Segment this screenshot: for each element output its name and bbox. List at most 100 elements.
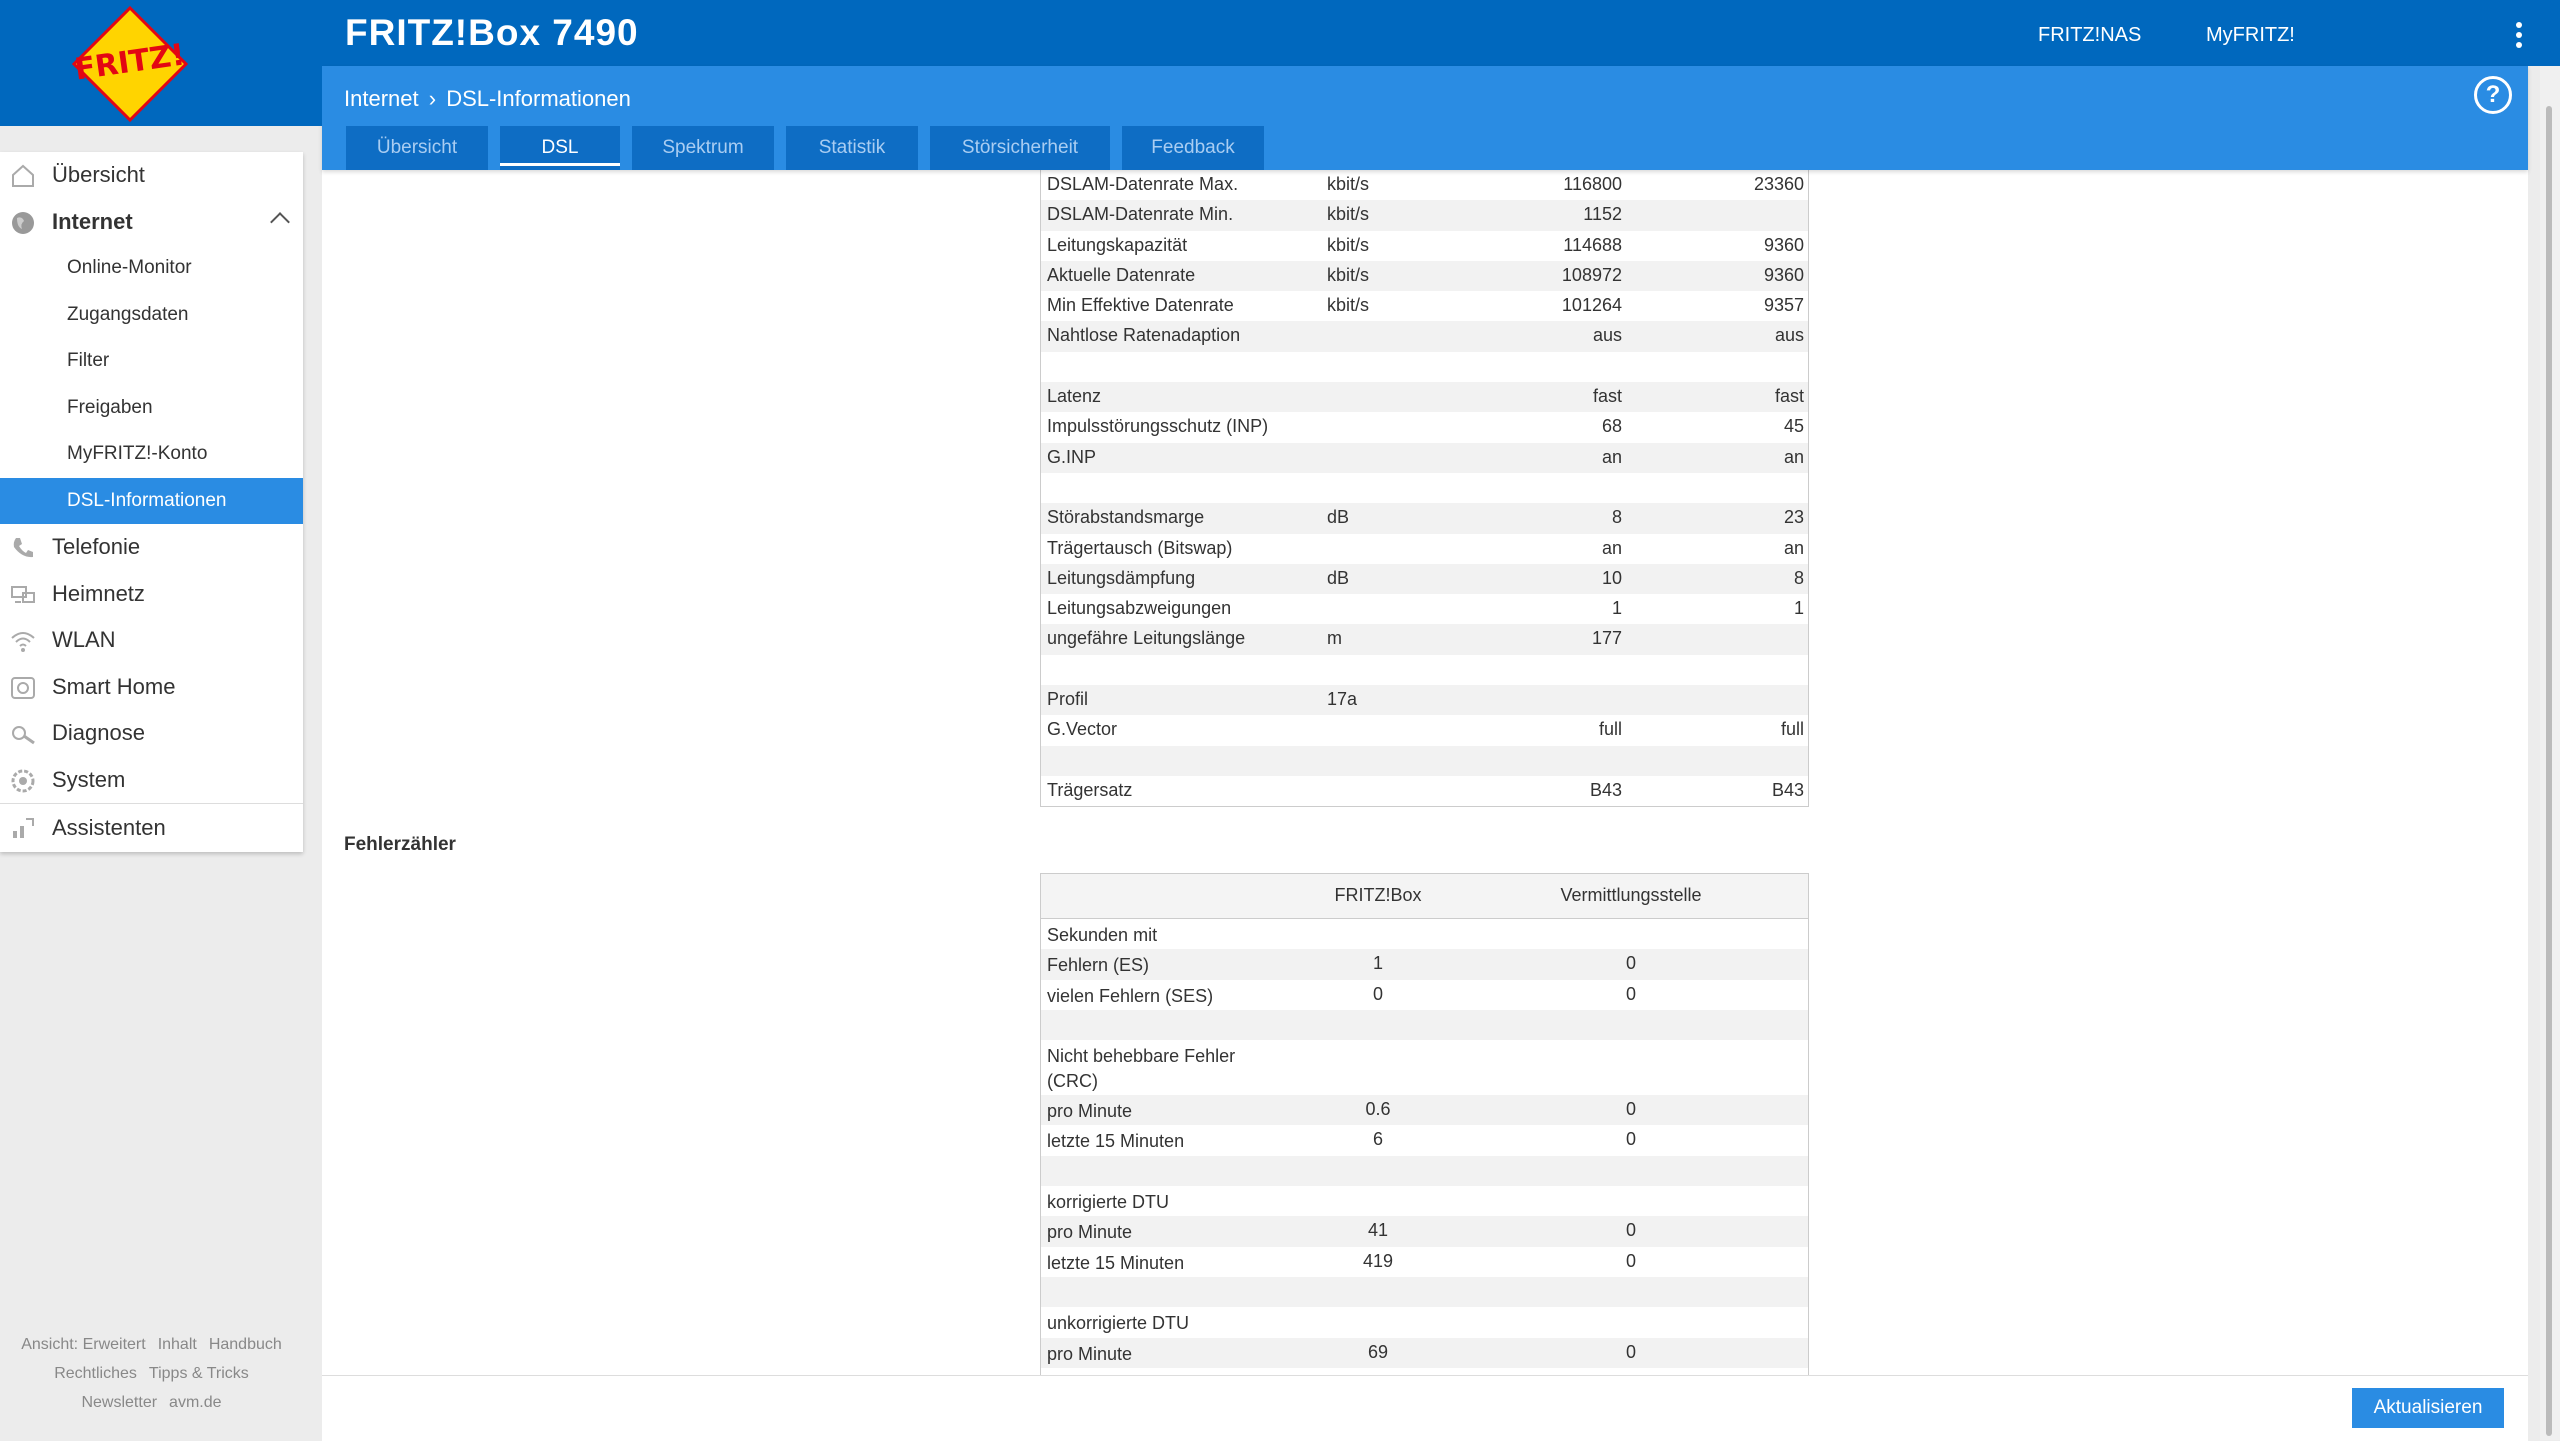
cell-unit: dB xyxy=(1327,507,1350,528)
logo-area[interactable]: FRITZ! xyxy=(0,0,322,126)
cell-a: 0 xyxy=(1372,983,1383,1004)
sidebar-sub-filter[interactable]: Filter xyxy=(67,350,110,371)
tab-dsl[interactable]: DSL xyxy=(500,126,620,170)
cell-down: 108972 xyxy=(1561,264,1622,285)
footer-link-newsletter[interactable]: Newsletter xyxy=(81,1394,158,1411)
cell-up: 1 xyxy=(1793,598,1804,619)
sidebar-item-assistenten[interactable]: Assistenten xyxy=(0,803,303,852)
cell-up: 9357 xyxy=(1763,295,1804,316)
cell-down: 114688 xyxy=(1563,234,1622,255)
sidebar-sub-freigaben[interactable]: Freigaben xyxy=(67,396,153,418)
scrollbar[interactable] xyxy=(2540,66,2560,1440)
footer-link-handbuch[interactable]: Handbuch xyxy=(208,1336,282,1353)
sidebar-item-label: Smart Home xyxy=(52,673,176,699)
cell-unit: kbit/s xyxy=(1327,264,1370,285)
cell-up: 23360 xyxy=(1753,174,1804,194)
cell-unit: kbit/s xyxy=(1327,234,1370,255)
fritz-logo-icon[interactable]: FRITZ! xyxy=(72,6,188,122)
tab-stoersicherheit[interactable]: Störsicherheit xyxy=(930,126,1110,170)
cell-b: 0 xyxy=(1625,1250,1636,1271)
tab-spektrum[interactable]: Spektrum xyxy=(632,126,774,170)
cell-down: 1 xyxy=(1611,598,1622,619)
cell-unit: 17a xyxy=(1327,689,1358,710)
cell-label: Nicht behebbare Fehler (CRC) xyxy=(1047,1046,1236,1092)
table-row xyxy=(1041,352,1808,382)
breadcrumb-internet[interactable]: Internet xyxy=(344,86,419,111)
sidebar-item-wlan[interactable]: WLAN xyxy=(0,617,303,664)
footer-link-inhalt[interactable]: Inhalt xyxy=(157,1336,197,1353)
refresh-button[interactable]: Aktualisieren xyxy=(2352,1388,2504,1428)
table-row xyxy=(1041,473,1808,503)
table-row: Profil 17a xyxy=(1041,685,1808,716)
sidebar-item-smart-home[interactable]: Smart Home xyxy=(0,664,303,711)
sidebar-item-heimnetz[interactable]: Heimnetz xyxy=(0,571,303,618)
cell-a: 419 xyxy=(1362,1250,1394,1271)
app-title: FRITZ!Box 7490 xyxy=(345,12,639,53)
cell-label: Trägersatz xyxy=(1047,779,1133,800)
fehlerzaehler-title: Fehlerzähler xyxy=(344,834,456,855)
cell-unit: dB xyxy=(1327,567,1350,588)
cell-label: DSLAM-Datenrate Min. xyxy=(1047,204,1234,225)
scrollbar-thumb[interactable] xyxy=(2546,106,2552,1436)
cell-label: Profil xyxy=(1047,689,1089,710)
breadcrumb-current: DSL-Informationen xyxy=(446,86,631,111)
table-row: unkorrigierte DTU xyxy=(1041,1307,1808,1337)
sidebar-sub-online-monitor[interactable]: Online-Monitor xyxy=(67,257,192,278)
sidebar-item-system[interactable]: System xyxy=(0,757,303,804)
table-row: Fehlern (ES) 1 0 xyxy=(1041,949,1808,980)
footer-link-avm[interactable]: avm.de xyxy=(169,1394,222,1411)
sidebar-item-label: WLAN xyxy=(52,627,116,653)
tab-uebersicht[interactable]: Übersicht xyxy=(346,126,488,170)
sidebar-item-label: Assistenten xyxy=(52,815,166,840)
cell-label: Leitungsabzweigungen xyxy=(1047,598,1232,619)
table-row: DSLAM-Datenrate Max. kbit/s 116800 23360 xyxy=(1041,170,1808,200)
wifi-icon xyxy=(11,632,35,652)
help-icon[interactable]: ? xyxy=(2474,76,2512,114)
header-fritzbox: FRITZ!Box xyxy=(1334,885,1422,905)
sidebar-footer: Ansicht: Erweitert Inhalt Handbuch Rechtli… xyxy=(0,1330,303,1417)
sidebar-sub-myfritz-konto[interactable]: MyFRITZ!-Konto xyxy=(67,443,208,464)
chevron-up-icon[interactable] xyxy=(270,211,290,232)
cell-up: 23 xyxy=(1783,507,1804,528)
cell-label: DSLAM-Datenrate Max. xyxy=(1047,174,1239,194)
sidebar-item-uebersicht[interactable]: Übersicht xyxy=(0,152,303,199)
tab-statistik[interactable]: Statistik xyxy=(786,126,918,170)
breadcrumb: Internet › DSL-Informationen xyxy=(344,86,631,112)
table-row: Störabstandsmarge dB 8 23 xyxy=(1041,503,1808,534)
cell-label: G.INP xyxy=(1047,446,1097,467)
cell-label: korrigierte DTU xyxy=(1047,1192,1170,1213)
cell-unit: kbit/s xyxy=(1327,174,1370,194)
cell-label: Sekunden mit xyxy=(1047,925,1158,945)
cell-label: letzte 15 Minuten xyxy=(1047,1372,1277,1375)
sidebar-sub-zugangsdaten[interactable]: Zugangsdaten xyxy=(67,303,189,325)
main-content: DSLAM-Datenrate Max. kbit/s 116800 23360 DSL… xyxy=(322,170,2528,1375)
tab-feedback[interactable]: Feedback xyxy=(1122,126,1264,170)
table-row: letzte 15 Minuten 419 0 xyxy=(1041,1247,1808,1277)
cell-unit: kbit/s xyxy=(1327,295,1370,316)
footer-link-tipps[interactable]: Tipps & Tricks xyxy=(148,1365,249,1382)
sidebar-item-internet[interactable]: Internet xyxy=(0,199,303,246)
more-menu-icon[interactable] xyxy=(2514,22,2524,48)
footer-link-rechtliches[interactable]: Rechtliches xyxy=(54,1365,137,1382)
cell-label: Nahtlose Ratenadaption xyxy=(1047,325,1241,346)
fritznas-link[interactable]: FRITZ!NAS xyxy=(2038,24,2142,46)
cell-a: 6 xyxy=(1372,1129,1383,1150)
footer-link-ansicht[interactable]: Ansicht: Erweitert xyxy=(21,1336,146,1353)
sub-header: Internet › DSL-Informationen ? Übersicht… xyxy=(322,66,2528,170)
table-row: Sekunden mit xyxy=(1041,919,1808,949)
cell-unit: kbit/s xyxy=(1327,204,1370,225)
cell-label: ungefähre Leitungslänge xyxy=(1047,628,1246,649)
header-vermittlungsstelle: Vermittlungsstelle xyxy=(1560,885,1702,905)
table-row: letzte 15 Minuten 695 0 xyxy=(1041,1368,1808,1375)
myfritz-link[interactable]: MyFRITZ! xyxy=(2206,24,2295,46)
cell-label: pro Minute xyxy=(1047,1101,1133,1122)
cell-label: Impulsstörungsschutz (INP) xyxy=(1047,416,1269,437)
sidebar-sub-dsl-informationen[interactable]: DSL-Informationen xyxy=(0,477,303,524)
cell-down: an xyxy=(1601,537,1622,558)
sidebar-item-telefonie[interactable]: Telefonie xyxy=(0,524,303,571)
table-row xyxy=(1041,1009,1808,1041)
cell-label: Leitungsdämpfung xyxy=(1047,567,1196,588)
cell-down: 177 xyxy=(1591,628,1622,649)
sidebar-item-label: Internet xyxy=(52,208,133,234)
sidebar-item-diagnose[interactable]: Diagnose xyxy=(0,710,303,757)
